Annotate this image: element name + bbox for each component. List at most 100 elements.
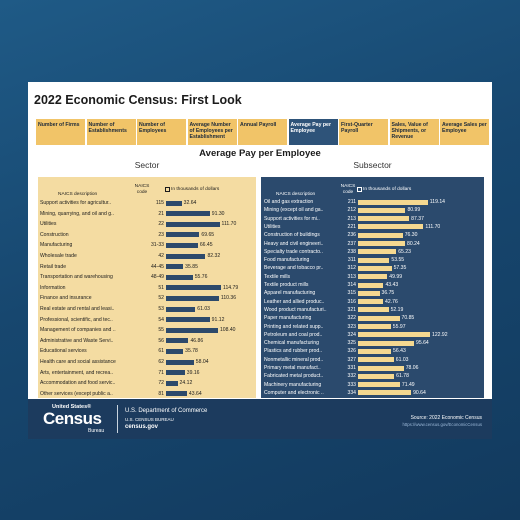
bar (358, 390, 412, 396)
row-label: Primary metal manufact.. (264, 365, 321, 371)
bar (358, 332, 430, 338)
row-code: 115 (155, 200, 164, 206)
bar (358, 373, 395, 379)
value-label: 66.45 (199, 242, 213, 249)
value-label: 87.37 (411, 215, 424, 222)
row-label: Other services (except public a.. (40, 390, 113, 397)
value-label: 76.30 (404, 232, 418, 239)
row-code: 221 (347, 223, 357, 230)
row-label: Management of companies and .. (40, 327, 116, 334)
row-code: 237 (347, 240, 357, 247)
bar (166, 211, 210, 217)
bar (166, 221, 220, 227)
row-label: Construction of buildings (264, 232, 320, 239)
value-label: 61.03 (395, 356, 409, 363)
value-label: 43.64 (188, 390, 202, 397)
row-label: Administrative and Waste Servi.. (40, 337, 114, 344)
row-code: 23 (158, 231, 164, 238)
row-code: 315 (347, 290, 357, 297)
row-code: 238 (347, 248, 357, 255)
bar (358, 265, 392, 271)
bar (358, 299, 384, 305)
row-label: Oil and gas extraction (264, 199, 314, 205)
unit-label: In thousands of dollars (171, 186, 220, 192)
row-label: Transportation and warehousing (40, 274, 113, 281)
value-label: 46.86 (190, 337, 204, 344)
logo-bottom: Bureau (88, 428, 105, 434)
bar (166, 253, 206, 259)
tab[interactable]: Number of Firms (36, 119, 86, 145)
row-label: Specialty trade contracto.. (264, 248, 323, 255)
value-label: 35.78 (185, 348, 198, 355)
bar (166, 200, 182, 206)
unit-label: In thousands of dollars (363, 186, 412, 192)
source-url[interactable]: https://www.census.gov/EconomicCensus (402, 422, 482, 427)
bar (166, 232, 200, 238)
tab[interactable]: Number of Employees (137, 119, 187, 145)
tab[interactable]: Number of Establishments (86, 119, 136, 145)
row-label: Machinery manufacturing (264, 381, 322, 388)
row-label: Chemical manufacturing (264, 340, 319, 347)
row-code: 331 (347, 365, 357, 371)
value-label: 108.40 (219, 327, 236, 334)
row-label: Support activities for agricultur.. (40, 200, 112, 206)
bar (358, 249, 397, 255)
value-label: 111.70 (425, 223, 441, 230)
footer: United States® Census Bureau U.S. Depart… (28, 399, 492, 439)
row-label: Computer and electronic .. (264, 389, 324, 396)
row-label: Petroleum and coal prod.. (264, 331, 323, 338)
row-code: 22 (158, 221, 164, 228)
logo-main: Census (43, 409, 102, 428)
tab[interactable]: Average Sales per Employee (440, 119, 490, 145)
row-code: 321 (347, 306, 357, 313)
value-label: 65.23 (398, 248, 411, 255)
row-code: 327 (347, 356, 357, 363)
value-label: 69.65 (201, 231, 215, 238)
value-label: 71.49 (401, 381, 415, 388)
chart-panel: NAICS description NAICS code In thousands … (38, 177, 256, 398)
value-label: 119.14 (429, 199, 445, 205)
bar (166, 264, 184, 270)
row-label: Accommodation and food servic.. (40, 380, 116, 387)
tab[interactable]: Average Pay per Employee (288, 119, 338, 145)
bar (358, 357, 394, 363)
bar (358, 365, 404, 371)
row-label: Heavy and civil engineeri.. (264, 240, 324, 247)
bar (358, 307, 389, 313)
row-label: Textile product mills (264, 282, 309, 288)
row-code: 322 (347, 315, 357, 322)
row-label: Paper manufacturing (264, 315, 312, 322)
row-code: 212 (347, 207, 357, 214)
tab[interactable]: Average Number of Employees per Establis… (187, 119, 237, 145)
row-code: 55 (158, 327, 164, 334)
row-label: Leather and allied produc.. (264, 298, 325, 305)
tab[interactable]: Annual Payroll (238, 119, 288, 145)
value-label: 55.76 (194, 274, 208, 281)
row-label: Mining, quarrying, and oil and g.. (40, 210, 114, 217)
logo-top: United States® (52, 404, 92, 410)
column-header: NAICS description (58, 192, 98, 197)
bar (358, 290, 380, 296)
website[interactable]: census.gov (125, 424, 159, 430)
bar (166, 359, 194, 365)
tab[interactable]: Sales, Value of Shipments, or Revenue (389, 119, 439, 145)
tab[interactable]: First-Quarter Payroll (339, 119, 389, 145)
row-code: 326 (347, 348, 357, 355)
row-label: Educational services (40, 348, 87, 355)
row-label: Mining (except oil and ga.. (264, 207, 324, 214)
row-code: 81 (158, 390, 164, 397)
row-code: 312 (347, 265, 357, 272)
row-code: 31-33 (150, 242, 164, 249)
row-code: 313 (347, 273, 357, 280)
value-label: 52.19 (390, 306, 404, 313)
divider (117, 405, 118, 433)
row-label: Printing and related supp.. (264, 323, 324, 330)
value-label: 95.64 (416, 340, 429, 347)
dashboard-card: 2022 Economic Census: First Look Average… (28, 82, 492, 439)
row-label: Support activities for mi.. (264, 215, 320, 222)
value-label: 55.97 (392, 323, 406, 330)
row-code: 61 (158, 348, 164, 355)
bar (358, 207, 406, 213)
value-label: 82.32 (207, 253, 221, 259)
bar (358, 224, 424, 230)
